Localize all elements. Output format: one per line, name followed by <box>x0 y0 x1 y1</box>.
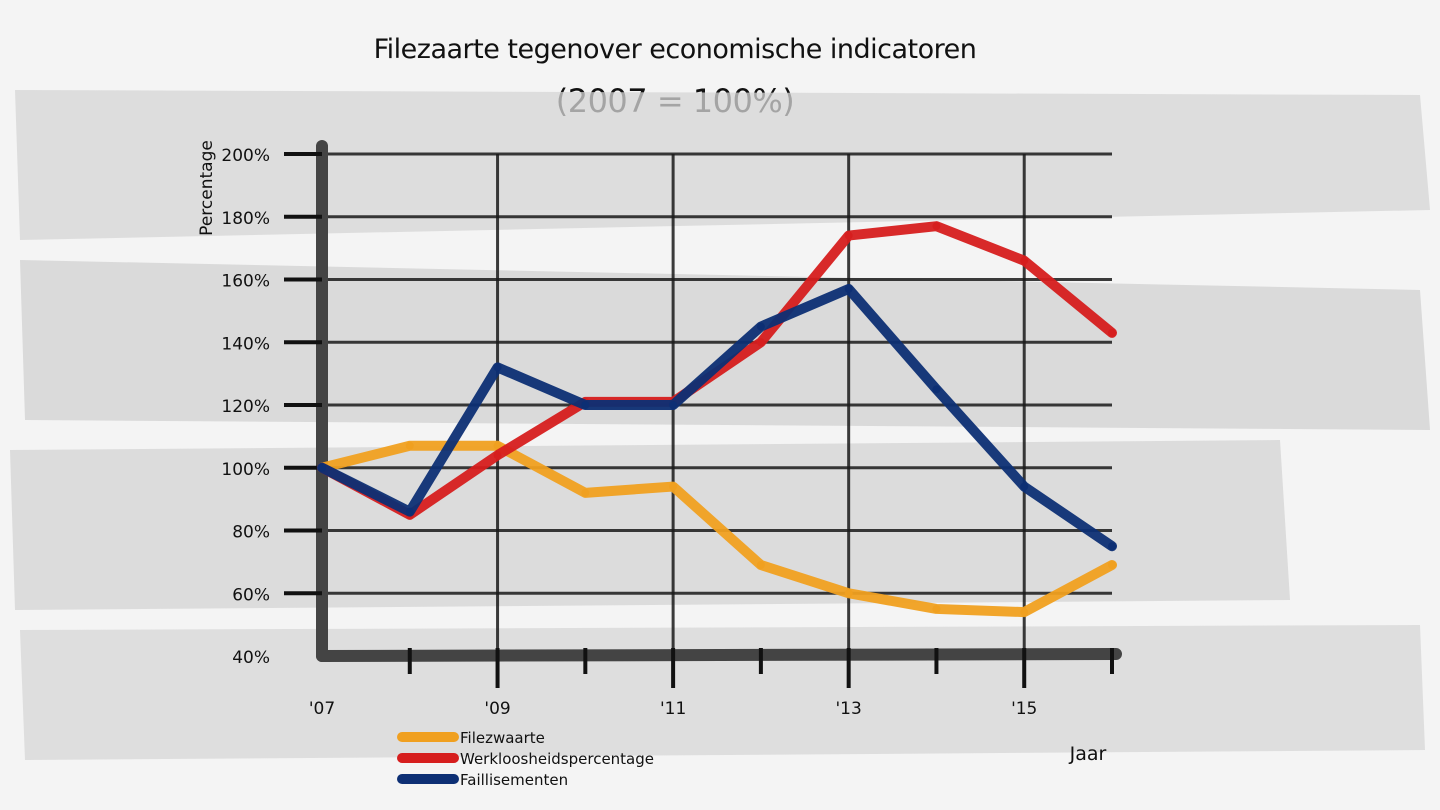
data-point <box>844 589 853 598</box>
data-point <box>318 463 326 472</box>
y-tick-label: 60% <box>232 585 270 605</box>
data-point <box>581 401 590 409</box>
y-tick-label: 120% <box>221 397 270 417</box>
y-tick-label: 160% <box>221 272 270 292</box>
chart-axes <box>316 140 1122 662</box>
series-line <box>317 283 1117 552</box>
x-axis-line <box>316 648 1122 662</box>
legend-label: Werkloosheidspercentage <box>460 750 654 768</box>
data-point <box>1108 328 1116 337</box>
x-tick-label: '15 <box>1011 699 1037 719</box>
y-tick-label: 140% <box>221 334 270 354</box>
data-point <box>844 284 853 293</box>
series-lines <box>317 221 1117 618</box>
x-tick-label: '11 <box>660 699 686 719</box>
legend: Filezwaarte Werkloosheidspercentage Failli… <box>397 729 654 789</box>
data-point <box>669 401 678 409</box>
data-point <box>932 222 941 231</box>
x-tick-label: '09 <box>484 699 510 719</box>
legend-label: Filezwaarte <box>460 729 545 747</box>
data-point <box>844 231 853 240</box>
data-point <box>581 488 590 497</box>
y-tick-label: 80% <box>232 523 270 543</box>
data-point <box>1020 482 1029 491</box>
data-point <box>1108 542 1116 551</box>
data-point <box>493 363 502 372</box>
legend-label: Faillisementen <box>460 771 568 789</box>
data-point <box>932 604 941 613</box>
data-point <box>1020 608 1029 617</box>
y-tick-label: 40% <box>232 648 270 668</box>
data-point <box>493 451 502 460</box>
data-point <box>405 441 414 450</box>
data-point <box>1108 561 1116 570</box>
x-axis-label: Jaar <box>1069 743 1107 765</box>
data-point <box>405 507 414 516</box>
y-axis-label: Percentage <box>197 140 217 236</box>
x-axis-ticks: '07 '09 '11 '13 '15 <box>309 648 1114 719</box>
chart-title: Filezaarte tegenover economische indicat… <box>373 34 977 65</box>
x-tick-label: '13 <box>836 699 862 719</box>
y-tick-label: 100% <box>221 460 270 480</box>
data-point <box>669 482 678 491</box>
data-point <box>756 561 765 570</box>
data-point <box>1020 256 1029 265</box>
x-tick-label: '07 <box>309 699 335 719</box>
y-tick-label: 200% <box>221 146 270 166</box>
data-point <box>756 322 765 331</box>
data-point <box>932 385 941 394</box>
y-axis-ticks: 40% 60% 80% 100% 120% 140% 160% 180% 200% <box>221 146 322 668</box>
data-point <box>756 338 765 347</box>
data-point <box>493 441 502 450</box>
y-tick-label: 180% <box>221 209 270 229</box>
